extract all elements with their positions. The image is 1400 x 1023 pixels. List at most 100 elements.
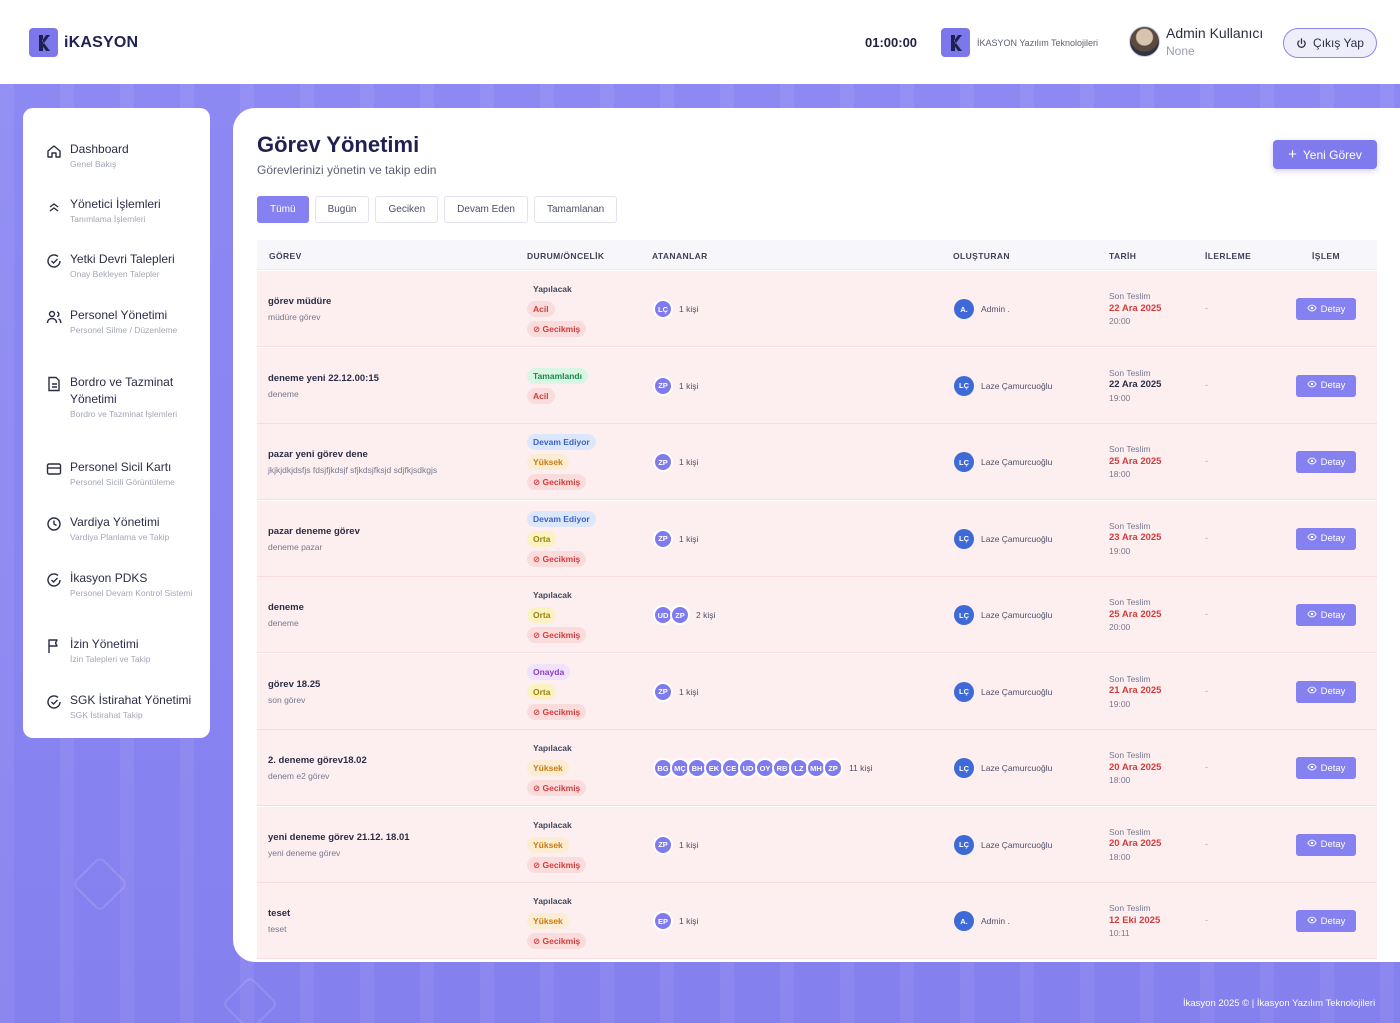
assignee-list[interactable]: UD ZP 2 kişi [653, 605, 715, 625]
table-row[interactable]: pazar yeni görev dene jkjkjdkjdsfjs fdsjf… [257, 424, 1377, 500]
user-profile[interactable]: Admin Kullanıcı None [1129, 25, 1263, 58]
detail-button[interactable]: Detay [1296, 527, 1356, 550]
table-row[interactable]: görev müdüre müdüre görev Yapılacak Acil ⊘ G… [257, 271, 1377, 347]
detail-button[interactable]: Detay [1296, 757, 1356, 779]
new-task-button[interactable]: + Yeni Görev [1273, 140, 1377, 169]
assignee-count: 1 kişi [679, 916, 699, 926]
filter-tab[interactable]: Geciken [375, 196, 439, 223]
sidebar-item[interactable]: Vardiya Yönetimi Vardiya Planlama ve Taki… [46, 514, 201, 543]
creator-name: Laze Çamurcuoğlu [981, 533, 1053, 544]
progress-value: - [1205, 685, 1208, 696]
assignee-list[interactable]: LÇ 1 kişi [653, 299, 698, 319]
assignee-list[interactable]: ZP 1 kişi [653, 452, 698, 472]
progress-value: - [1205, 838, 1208, 849]
assignee-count: 11 kişi [849, 763, 873, 773]
task-title[interactable]: yeni deneme görev 21.12. 18.01 [268, 831, 410, 843]
table-row[interactable]: deneme deneme Yapılacak Orta ⊘ Gecikmiş UD ZP 2… [257, 577, 1377, 653]
sidebar-item[interactable]: Personel Yönetimi Personel Silme / Düzenl… [46, 307, 201, 336]
task-title[interactable]: görev müdüre [268, 296, 332, 307]
creator-name: Laze Çamurcuoğlu [981, 457, 1053, 467]
assignee-list[interactable]: BG MÇ BH EK CE UD OY RB LZ MH ZP 11 kişi [653, 758, 872, 778]
priority-badge: Acil [527, 301, 555, 317]
detail-button[interactable]: Detay [1296, 451, 1356, 473]
company-logo-icon [941, 28, 970, 57]
filter-tab[interactable]: Bugün [314, 196, 370, 223]
status-badge: Devam Ediyor [527, 510, 596, 527]
filter-tab[interactable]: Tümü [257, 196, 309, 223]
table-row[interactable]: yeni deneme görev 21.12. 18.01 yeni denem… [257, 806, 1377, 883]
table-row[interactable]: teset teset Yapılacak Yüksek ⊘ Gecikmiş EP 1 k… [257, 883, 1377, 959]
assignee-list[interactable]: EP 1 kişi [653, 911, 698, 931]
sidebar-item[interactable]: Bordro ve Tazminat Yönetimi Bordro ve Taz… [46, 374, 201, 420]
due-label: Son Teslim [1109, 444, 1151, 454]
status-badge: Yapılacak [533, 819, 572, 830]
detail-button[interactable]: Detay [1296, 374, 1356, 397]
due-label: Son Teslim [1109, 520, 1151, 531]
sidebar-item[interactable]: İzin Yönetimi İzin Talepleri ve Takip [46, 636, 201, 665]
creator: LÇ Laze Çamurcuoğlu [954, 528, 1053, 549]
overdue-badge: ⊘ Gecikmiş [527, 321, 587, 337]
decorative-shape [221, 975, 279, 1023]
sidebar-item[interactable]: İkasyon PDKS Personel Devam Kontrol Siste… [46, 570, 201, 599]
eye-icon [1306, 380, 1317, 391]
due-date: Son Teslim 20 Ara 2025 18:00 [1109, 749, 1161, 787]
column-header-task: GÖREV [269, 251, 302, 261]
assignee-list[interactable]: ZP 1 kişi [653, 528, 698, 549]
logout-button[interactable]: Çıkış Yap [1283, 28, 1377, 58]
eye-icon [1306, 457, 1317, 468]
task-title[interactable]: pazar deneme görev [268, 525, 360, 537]
priority-badge: Orta [527, 530, 557, 547]
task-title[interactable]: 2. deneme görev18.02 [268, 755, 367, 766]
sidebar-item[interactable]: Yetki Devri Talepleri Onay Bekleyen Talep… [46, 251, 201, 280]
eye-icon [1306, 686, 1317, 697]
creator-avatar: LÇ [954, 528, 974, 549]
sidebar-item[interactable]: Personel Sicil Kartı Personel Sicili Görü… [46, 459, 201, 488]
table-row[interactable]: görev 18.25 son görev Onayda Orta ⊘ Gecikmiş… [257, 653, 1377, 730]
app-logo[interactable]: iKASYON [29, 28, 138, 57]
alert-circle-icon: ⊘ [533, 936, 543, 946]
column-header-creator: OLUŞTURAN [953, 251, 1010, 261]
sidebar-item-label: Bordro ve Tazminat Yönetimi [70, 375, 174, 406]
sidebar-item[interactable]: Yönetici İşlemleri Tanımlama İşlemleri [46, 196, 201, 225]
column-header-assignees: ATANANLAR [652, 251, 708, 261]
status-badge: Onayda [527, 663, 571, 680]
assignee-list[interactable]: ZP 1 kişi [653, 681, 698, 702]
filter-tab[interactable]: Tamamlanan [533, 196, 618, 223]
due-label: Son Teslim [1109, 903, 1151, 913]
new-task-label: Yeni Görev [1302, 147, 1362, 162]
sidebar-item-text: Dashboard Genel Bakış [70, 141, 129, 170]
sidebar-item[interactable]: SGK İstirahat Yönetimi SGK İstirahat Taki… [46, 692, 201, 721]
assignee-list[interactable]: ZP 1 kişi [653, 834, 698, 855]
detail-button[interactable]: Detay [1296, 604, 1356, 626]
assignee-avatar: ZP [653, 834, 673, 855]
table-row[interactable]: 2. deneme görev18.02 denem e2 görev Yapıla… [257, 730, 1377, 806]
detail-button[interactable]: Detay [1296, 680, 1356, 703]
detail-button[interactable]: Detay [1296, 833, 1356, 856]
task-title[interactable]: deneme [268, 602, 304, 613]
filter-tab[interactable]: Devam Eden [444, 196, 528, 223]
detail-button[interactable]: Detay [1296, 910, 1356, 932]
task-title[interactable]: teset [268, 908, 291, 919]
table-row[interactable]: deneme yeni 22.12.00:15 deneme Tamamlandı A… [257, 347, 1377, 424]
logout-label: Çıkış Yap [1313, 36, 1364, 50]
task-title[interactable]: görev 18.25 [268, 678, 321, 690]
assignee-list[interactable]: ZP 1 kişi [653, 375, 698, 396]
detail-button[interactable]: Detay [1296, 298, 1356, 320]
creator: LÇ Laze Çamurcuoğlu [954, 834, 1052, 855]
task-title[interactable]: deneme yeni 22.12.00:15 [268, 372, 379, 384]
detail-label: Detay [1320, 303, 1346, 315]
assignee-count: 2 kişi [696, 610, 716, 620]
creator: LÇ Laze Çamurcuoğlu [954, 758, 1052, 778]
sidebar-item[interactable]: Dashboard Genel Bakış [46, 141, 201, 170]
assignee-count: 1 kişi [679, 304, 699, 314]
table-row[interactable]: pazar deneme görev deneme pazar Devam Ediy… [257, 500, 1377, 577]
task-title[interactable]: pazar yeni görev dene [268, 449, 368, 460]
due-date-value: 12 Eki 2025 [1109, 914, 1161, 926]
sidebar-item-label: Personel Yönetimi [70, 308, 168, 322]
assignee-avatar: ZP [653, 681, 673, 702]
sidebar-item-subtitle: Personel Devam Kontrol Sistemi [70, 588, 193, 598]
priority-badge: Orta [527, 607, 557, 623]
sidebar-item-subtitle: SGK İstirahat Takip [70, 710, 143, 720]
sidebar-item-subtitle: Genel Bakış [70, 159, 117, 169]
detail-label: Detay [1320, 762, 1346, 774]
